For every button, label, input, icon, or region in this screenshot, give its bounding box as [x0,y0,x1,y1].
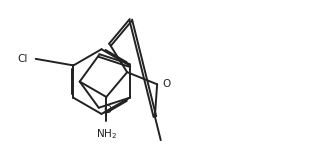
Text: O: O [103,105,111,115]
Text: NH$_2$: NH$_2$ [96,128,117,142]
Text: Cl: Cl [17,54,27,64]
Text: O: O [163,79,171,89]
